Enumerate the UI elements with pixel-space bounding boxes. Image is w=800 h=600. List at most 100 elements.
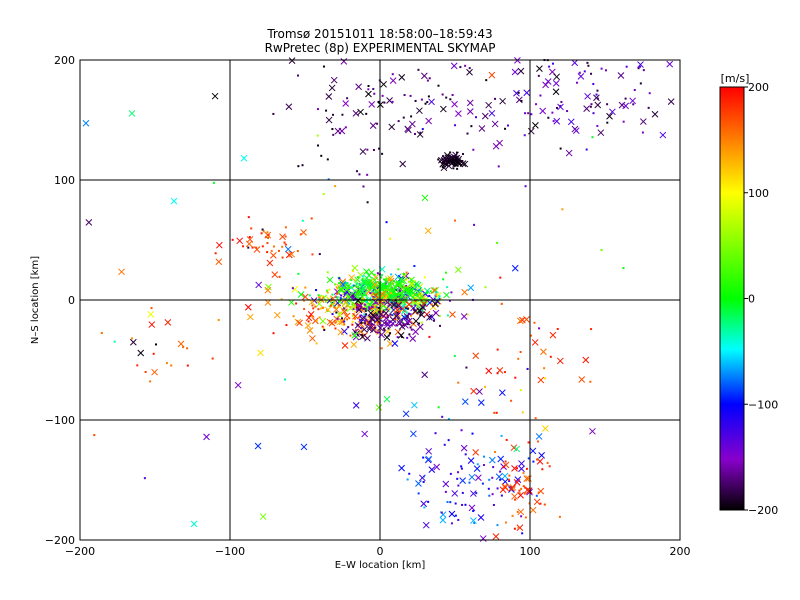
data-point-dot [524,185,527,188]
data-point-dot [317,294,320,297]
data-point-cross [523,89,531,97]
data-point-dot [379,304,382,307]
data-point-cross [380,80,387,88]
data-point-dot [385,308,388,311]
data-point-cross [477,514,485,521]
data-point-cross [617,72,625,79]
data-point-cross [398,73,406,81]
data-point-cross [426,314,433,321]
data-point-cross [348,274,356,281]
data-point-dot [446,500,449,503]
data-point-cross [315,300,323,308]
data-point-dot [402,301,405,304]
data-point-dot [461,159,464,162]
data-point-dot [468,481,471,484]
data-point-dot [366,201,369,204]
data-point-dot [548,65,551,68]
data-point-dot [321,325,324,328]
data-point-dot [186,347,189,350]
data-point-cross [351,332,359,339]
data-point-dot [395,324,398,327]
data-point-dot [381,152,384,155]
data-point-dot [362,307,365,310]
data-point-dot [369,279,372,282]
data-point-cross [328,319,336,327]
data-point-dot [362,298,365,301]
data-point-dot [368,308,371,311]
data-point-dot [381,94,384,97]
data-point-dot [596,124,599,127]
data-point-dot [382,278,385,281]
data-point-dot [297,74,300,77]
data-point-cross [354,297,362,304]
data-point-cross [517,491,524,499]
data-point-dot [390,292,393,295]
data-point-dot [516,510,519,513]
data-point-dot [396,292,399,295]
data-point-dot [504,460,507,463]
data-point-dot [381,309,384,312]
data-point-dot [155,343,158,346]
data-point-cross [324,306,332,314]
data-point-dot [385,221,388,224]
colorbar-tick-label: −100 [748,398,778,411]
data-point-cross [565,149,573,157]
data-point-dot [481,482,484,485]
data-point-dot [535,103,538,106]
data-point-cross [164,319,172,326]
data-point-dot [357,316,360,319]
data-point-dot [404,286,407,289]
data-point-cross [402,321,409,329]
data-point-dot [343,323,346,326]
data-point-dot [311,253,314,256]
data-point-dot [322,306,325,309]
data-point-dot [152,352,155,355]
data-point-dot [295,302,298,305]
data-point-dot [457,161,460,164]
data-point-dot [444,490,447,493]
data-point-dot [625,65,628,68]
data-point-dot [325,289,328,292]
data-point-dot [366,148,369,151]
data-point-cross [498,389,506,397]
y-axis-label: N–S location [km] [30,256,41,344]
data-point-cross [518,460,525,467]
data-point-cross [369,122,377,130]
data-point-dot [434,291,437,294]
data-point-dot [377,281,380,284]
data-point-dot [266,251,269,254]
data-point-dot [339,312,342,315]
data-point-cross [511,68,519,76]
data-point-dot [315,342,318,345]
data-point-dot [352,270,355,273]
data-point-dot [353,317,356,320]
data-point-cross [351,264,359,272]
data-point-dot [402,323,405,326]
x-tick-label: 200 [670,545,691,558]
data-point-cross [582,356,590,364]
data-point-cross [373,316,381,324]
data-point-cross [597,129,605,137]
data-point-cross [443,291,450,299]
data-point-cross [417,295,424,303]
data-point-cross [273,311,281,319]
data-point-dot [318,316,321,319]
data-point-dot [247,216,250,219]
data-point-dot [560,100,563,103]
data-point-dot [433,319,436,322]
data-point-cross [375,404,383,411]
data-point-dot [113,340,116,343]
data-point-cross [288,57,296,64]
data-point-dot [551,111,554,114]
data-point-dot [524,112,527,115]
data-point-dot [374,292,377,295]
data-point-dot [316,134,319,137]
data-point-dot [500,434,503,437]
data-point-dot [527,457,530,460]
data-point-dot [343,286,346,289]
data-point-dot [231,238,234,241]
data-point-dot [345,305,348,308]
data-point-cross [485,101,492,109]
data-point-dot [524,516,527,519]
data-point-cross [439,160,447,168]
